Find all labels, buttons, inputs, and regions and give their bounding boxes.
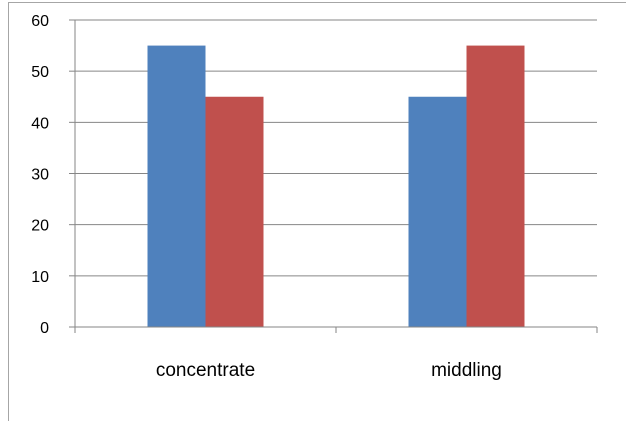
x-axis-ticks xyxy=(74,327,598,333)
y-tick-label: 60 xyxy=(31,13,49,30)
x-category-label: middling xyxy=(431,360,502,381)
bar-series-1-middling xyxy=(408,96,467,327)
y-tick-label: 20 xyxy=(31,218,49,235)
y-tick-label: 0 xyxy=(40,320,49,337)
bar-series-1-concentrate xyxy=(147,45,206,327)
bar-series-2-middling xyxy=(466,45,525,327)
chart-frame xyxy=(8,2,626,421)
x-axis-labels: concentrate middling xyxy=(156,360,502,381)
bars xyxy=(147,45,525,327)
y-tick-label: 40 xyxy=(31,115,49,132)
y-tick-label: 50 xyxy=(31,64,49,81)
x-category-label: concentrate xyxy=(156,360,255,381)
y-axis-ticks: 0 10 20 30 40 50 60 xyxy=(31,13,75,337)
y-tick-label: 10 xyxy=(31,269,49,286)
y-tick-label: 30 xyxy=(31,167,49,184)
bar-series-2-concentrate xyxy=(205,96,264,327)
